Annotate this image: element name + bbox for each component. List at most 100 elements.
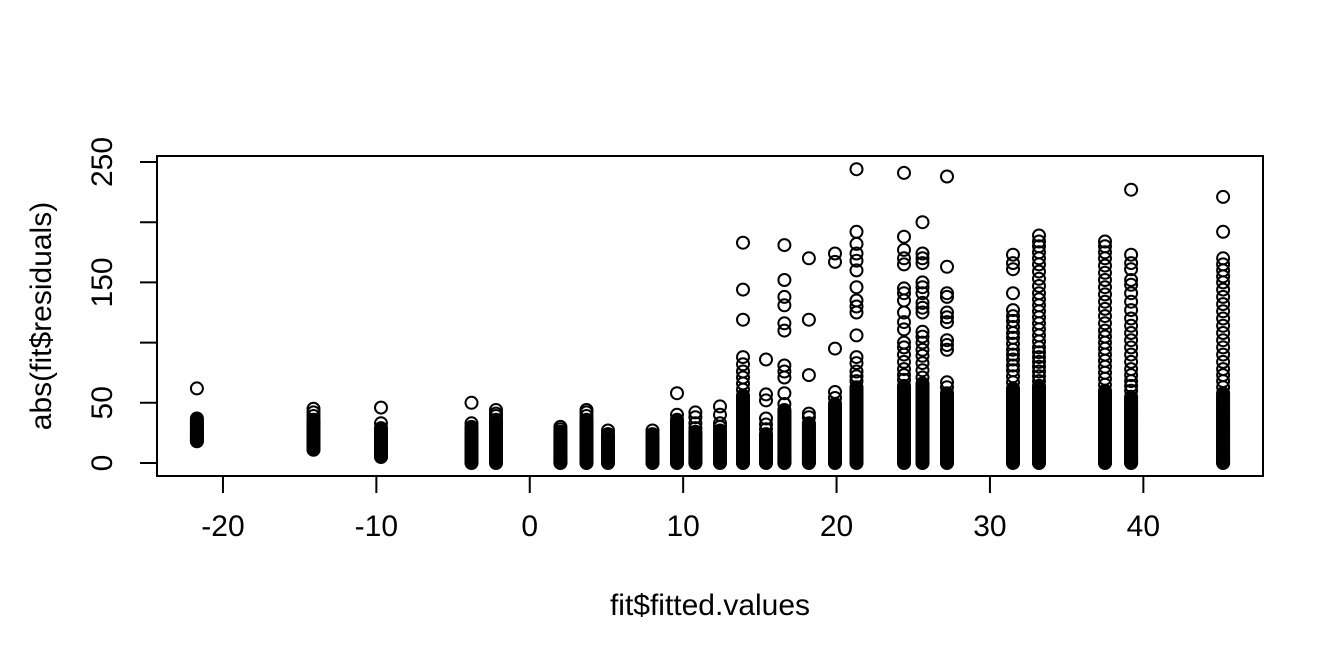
- data-point: [1032, 245, 1046, 260]
- data-point: [670, 412, 684, 427]
- x-tick-label: 10: [666, 510, 699, 543]
- data-point: [736, 364, 750, 379]
- data-point: [1032, 364, 1046, 379]
- data-point: [897, 229, 911, 244]
- data-cluster: [645, 423, 660, 470]
- data-point: [645, 423, 660, 438]
- data-point: [940, 338, 954, 352]
- data-point: [1124, 340, 1139, 355]
- data-point: [915, 324, 930, 339]
- data-point: [374, 421, 388, 436]
- data-point: [849, 328, 864, 343]
- data-point: [1124, 368, 1139, 383]
- data-point: [1098, 329, 1112, 344]
- data-point: [915, 376, 930, 391]
- data-point: [828, 385, 842, 399]
- data-point: [1124, 378, 1139, 393]
- data-point: [1098, 265, 1112, 280]
- data-point: [306, 401, 321, 416]
- data-point: [849, 380, 864, 395]
- data-point: [464, 395, 479, 410]
- data-point: [1216, 224, 1231, 239]
- data-point: [736, 235, 750, 250]
- data-point: [940, 375, 954, 390]
- data-point: [849, 253, 864, 268]
- data-point: [897, 315, 911, 330]
- y-tick-label: 250: [86, 137, 119, 187]
- data-point: [306, 412, 321, 427]
- data-point: [897, 281, 911, 296]
- data-point: [670, 386, 684, 401]
- data-point: [777, 289, 792, 304]
- data-cluster: [828, 246, 842, 470]
- data-point: [759, 427, 773, 442]
- data-point: [1216, 340, 1231, 355]
- data-point: [915, 246, 930, 261]
- data-point: [1032, 279, 1046, 293]
- data-point: [897, 340, 911, 355]
- data-point: [1216, 333, 1231, 348]
- x-tick-label: 40: [1127, 510, 1160, 543]
- data-point: [1032, 378, 1046, 393]
- data-point: [1032, 264, 1046, 279]
- data-point: [801, 368, 816, 383]
- data-cluster: [579, 403, 594, 470]
- data-point: [777, 403, 792, 417]
- data-point: [1124, 383, 1139, 398]
- data-point: [579, 412, 594, 427]
- data-point: [1124, 311, 1139, 326]
- data-cluster: [464, 395, 479, 470]
- data-point: [688, 405, 703, 420]
- data-point: [828, 246, 842, 261]
- data-point: [489, 412, 503, 427]
- x-tick-label: 20: [820, 510, 853, 543]
- data-point: [1124, 273, 1139, 287]
- data-point: [736, 282, 750, 297]
- data-point: [1124, 318, 1139, 333]
- data-cluster: [489, 403, 503, 470]
- data-point: [1216, 297, 1231, 312]
- data-point: [736, 357, 750, 372]
- data-point: [897, 251, 911, 266]
- data-point: [713, 399, 727, 414]
- data-point: [736, 370, 750, 385]
- data-point: [1124, 354, 1139, 369]
- data-point: [1124, 262, 1139, 277]
- data-point: [940, 342, 954, 357]
- data-point: [897, 322, 911, 337]
- data-point: [849, 162, 864, 177]
- data-point: [897, 362, 911, 377]
- data-point: [940, 305, 954, 320]
- data-point: [1032, 228, 1046, 243]
- data-point: [897, 286, 911, 301]
- data-point: [940, 310, 954, 325]
- data-point: [777, 397, 792, 411]
- data-cluster: [759, 352, 773, 470]
- data-point: [940, 380, 954, 395]
- data-point: [759, 387, 773, 402]
- data-point: [1006, 303, 1020, 318]
- data-point: [828, 254, 842, 269]
- data-point: [849, 299, 864, 314]
- data-point: [1098, 294, 1112, 309]
- data-point: [777, 316, 792, 331]
- data-point: [940, 259, 954, 274]
- data-cluster: [736, 235, 750, 470]
- data-point: [713, 416, 727, 431]
- data-point: [915, 305, 930, 320]
- data-point: [1006, 330, 1020, 345]
- x-tick-label: 0: [521, 510, 538, 543]
- data-point: [713, 407, 727, 422]
- data-point: [1216, 251, 1231, 266]
- data-point: [915, 370, 930, 385]
- data-point: [1124, 247, 1139, 262]
- data-point: [940, 333, 954, 348]
- data-point: [1216, 368, 1231, 383]
- data-point: [1124, 294, 1139, 309]
- data-point: [688, 416, 703, 431]
- data-point: [1006, 256, 1020, 271]
- data-point: [736, 350, 750, 365]
- plot-frame: [156, 155, 1264, 477]
- data-point: [897, 372, 911, 387]
